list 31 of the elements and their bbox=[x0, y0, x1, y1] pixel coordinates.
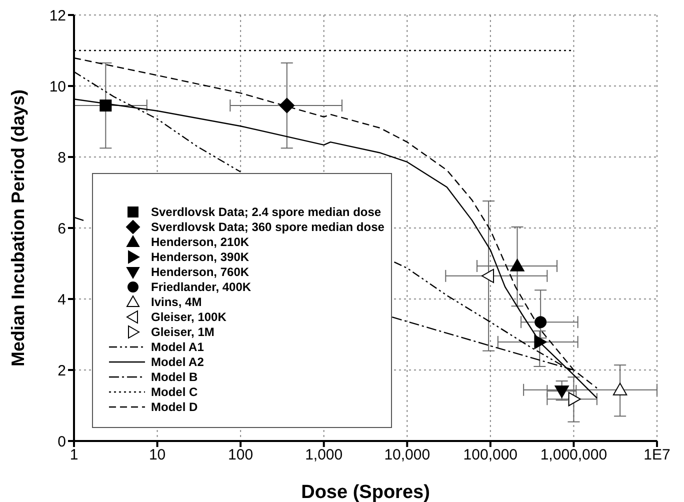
x-tick-label: 1 bbox=[70, 446, 78, 464]
legend-label: Model B bbox=[151, 370, 198, 384]
legend-label: Model C bbox=[151, 384, 198, 398]
x-tick-label: 1,000,000 bbox=[540, 446, 608, 464]
x-tick-label: 1E7 bbox=[644, 446, 670, 464]
y-tick-label: 8 bbox=[58, 149, 66, 166]
legend-label: Sverdlovsk Data; 360 spore median dose bbox=[151, 220, 384, 234]
y-tick-label: 0 bbox=[58, 433, 66, 450]
legend-label: Henderson, 390K bbox=[151, 250, 250, 264]
legend-label: Model A1 bbox=[151, 340, 204, 354]
x-tick-label: 10 bbox=[148, 446, 166, 464]
y-axis-title: Median Incubation Period (days) bbox=[8, 89, 28, 367]
y-tick-label: 2 bbox=[58, 362, 66, 380]
legend-label: Gleiser, 100K bbox=[151, 310, 226, 324]
legend-label: Gleiser, 1M bbox=[151, 324, 214, 338]
legend-label: Model D bbox=[151, 400, 198, 414]
y-tick-label: 6 bbox=[58, 220, 66, 238]
y-tick-label: 10 bbox=[49, 78, 66, 96]
x-tick-label: 1,000 bbox=[305, 446, 343, 464]
legend-label: Model A2 bbox=[151, 354, 204, 368]
legend-label: Ivins, 4M bbox=[151, 294, 202, 308]
x-tick-label: 100,000 bbox=[463, 446, 518, 464]
y-tick-label: 12 bbox=[49, 7, 66, 24]
x-axis-title: Dose (Spores) bbox=[301, 482, 430, 502]
legend-label: Friedlander, 400K bbox=[151, 280, 252, 294]
y-tick-label: 4 bbox=[58, 291, 66, 308]
legend-label: Sverdlovsk Data; 2.4 spore median dose bbox=[151, 204, 382, 218]
x-tick-label: 10,000 bbox=[384, 446, 430, 464]
x-tick-label: 100 bbox=[228, 446, 254, 464]
legend-label: Henderson, 760K bbox=[151, 264, 250, 278]
legend-label: Henderson, 210K bbox=[151, 234, 250, 248]
